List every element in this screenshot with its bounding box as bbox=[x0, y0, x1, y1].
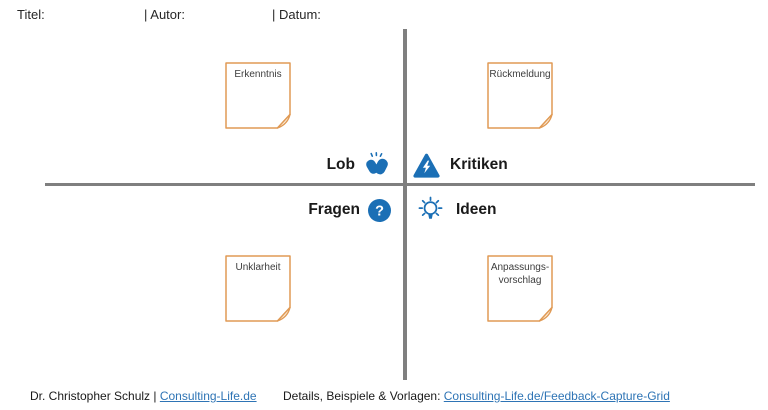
vertical-axis-line bbox=[403, 29, 407, 380]
fragen-label: Fragen bbox=[308, 201, 360, 219]
sticky-note-anpassungsvorschlag: Anpassungs- vorschlag bbox=[487, 255, 553, 322]
question-glyph: ? bbox=[375, 203, 384, 219]
note-text-line1: Anpassungs- bbox=[490, 262, 550, 273]
lob-label: Lob bbox=[326, 156, 355, 174]
kritiken-label: Kritiken bbox=[450, 156, 508, 174]
lightbulb-icon bbox=[417, 196, 444, 225]
titel-label: Titel: bbox=[17, 7, 45, 22]
question-circle-icon: ? bbox=[368, 198, 391, 222]
sticky-note-rueckmeldung: Rückmeldung bbox=[487, 62, 553, 129]
note-text: Erkenntnis bbox=[234, 69, 282, 80]
sticky-note-unklarheit: Unklarheit bbox=[225, 255, 291, 322]
details-site-link[interactable]: Consulting-Life.de/Feedback-Capture-Grid bbox=[443, 389, 670, 403]
quadrant-label-lob: Lob bbox=[0, 151, 390, 179]
note-text: Unklarheit bbox=[235, 262, 281, 273]
horizontal-axis-line bbox=[45, 183, 755, 186]
sticky-note-erkenntnis: Erkenntnis bbox=[225, 62, 291, 129]
quadrant-label-kritiken: Kritiken bbox=[413, 151, 508, 179]
quadrant-label-ideen: Ideen bbox=[417, 195, 496, 225]
note-text-line2: vorschlag bbox=[498, 274, 542, 286]
clapping-hands-icon bbox=[364, 152, 390, 178]
footer-details-text: Details, Beispiele & Vorlagen: bbox=[283, 389, 444, 403]
datum-label: | Datum: bbox=[272, 7, 321, 22]
note-text: Anpassungs- vorschlag bbox=[487, 262, 553, 287]
note-text: Rückmeldung bbox=[489, 69, 551, 80]
ideen-label: Ideen bbox=[456, 201, 497, 219]
warning-lightning-triangle-icon bbox=[413, 153, 440, 178]
quadrant-label-fragen: Fragen ? bbox=[0, 196, 391, 224]
autor-label: | Autor: bbox=[144, 7, 185, 22]
footer-details: Details, Beispiele & Vorlagen: Consultin… bbox=[283, 389, 670, 403]
footer-author: Dr. Christopher Schulz | Consulting-Life… bbox=[30, 389, 257, 403]
author-site-link[interactable]: Consulting-Life.de bbox=[159, 389, 257, 403]
footer-author-text: Dr. Christopher Schulz | bbox=[30, 389, 160, 403]
